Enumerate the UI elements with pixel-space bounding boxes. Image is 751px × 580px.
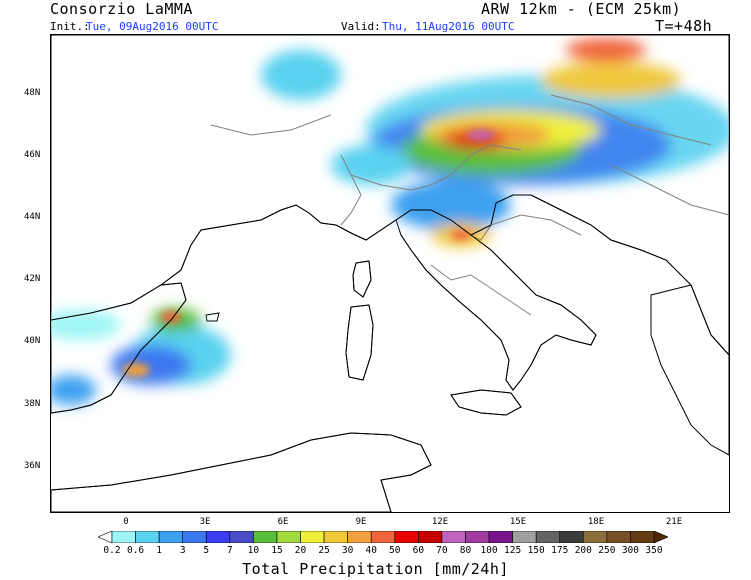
colorbar-level-label: 3 — [179, 545, 186, 556]
precipitation-peaks — [122, 130, 495, 377]
colorbar-level-label: 350 — [645, 545, 663, 556]
colorbar-level-label: 40 — [365, 545, 377, 556]
lon-label: 21E — [665, 517, 683, 527]
colorbar-level-label: 20 — [294, 545, 307, 556]
colorbar-segment — [394, 531, 419, 543]
lat-label: 42N — [24, 274, 41, 284]
init-label: Init.: — [50, 20, 90, 33]
borders — [210, 94, 729, 316]
colorbar-level-label: 0.6 — [126, 545, 145, 556]
lon-label: 9E — [355, 517, 367, 527]
colorbar-level-label: 0.2 — [103, 545, 121, 556]
colorbar-segment — [512, 531, 537, 543]
colorbar-segment — [158, 531, 183, 543]
colorbar-segment — [205, 531, 231, 543]
lead-time: T=+48h — [655, 17, 713, 35]
colorbar-level-label: 300 — [621, 545, 640, 556]
colorbar-arrow-low — [98, 531, 113, 543]
colorbar-level-label: 1 — [156, 545, 162, 556]
map-canvas — [51, 35, 729, 512]
colorbar-level-label: 250 — [598, 545, 616, 556]
init-time: Tue, 09Aug2016 00UTC — [86, 20, 219, 33]
lat-label: 46N — [24, 150, 41, 160]
colorbar — [98, 531, 668, 543]
lat-label: 36N — [24, 461, 41, 471]
colorbar-level-label: 5 — [203, 545, 210, 556]
colorbar-segment — [111, 531, 136, 543]
colorbar-title: Total Precipitation [mm/24h] — [242, 560, 509, 578]
colorbar-segment — [135, 531, 160, 543]
colorbar-segment — [253, 531, 278, 543]
colorbar-level-label: 150 — [527, 545, 545, 556]
colorbar-arrow-high — [653, 531, 668, 543]
colorbar-segment — [182, 531, 207, 543]
colorbar-level-label: 7 — [226, 545, 233, 556]
colorbar-segment — [535, 531, 561, 543]
colorbar-segment — [465, 531, 490, 543]
colorbar-level-label: 175 — [551, 545, 569, 556]
precipitation-map — [50, 34, 730, 513]
colorbar-segment — [370, 531, 396, 543]
colorbar-level-label: 60 — [412, 545, 425, 556]
precipitation-field — [51, 38, 729, 405]
colorbar-segment — [630, 531, 655, 543]
colorbar-level-label: 25 — [318, 545, 330, 556]
coastlines — [51, 194, 729, 512]
colorbar-segment — [323, 531, 348, 543]
colorbar-segment — [559, 531, 584, 543]
lon-label: 18E — [587, 517, 605, 527]
colorbar-level-label: 15 — [271, 545, 283, 556]
lat-label: 38N — [24, 399, 41, 409]
colorbar-segment — [418, 531, 443, 543]
colorbar-level-label: 50 — [389, 545, 401, 556]
organization-title: Consorzio LaMMA — [50, 0, 193, 18]
colorbar-segment — [229, 531, 254, 543]
model-title: ARW 12km - (ECM 25km) — [481, 0, 682, 18]
lon-label: 6E — [277, 517, 289, 527]
colorbar-level-label: 200 — [574, 545, 592, 556]
lon-label: 0 — [123, 517, 129, 527]
colorbar-level-label: 100 — [480, 545, 498, 556]
colorbar-segment — [276, 531, 301, 543]
colorbar-segment — [300, 531, 325, 543]
lon-label: 3E — [199, 517, 211, 527]
lat-label: 40N — [24, 336, 41, 346]
lon-label: 15E — [509, 517, 527, 527]
colorbar-segment — [583, 531, 608, 543]
lat-label: 44N — [24, 212, 41, 222]
colorbar-level-label: 80 — [459, 545, 472, 556]
colorbar-segment — [606, 531, 631, 543]
colorbar-level-label: 10 — [247, 545, 260, 556]
colorbar-segment — [441, 531, 466, 543]
colorbar-level-label: 30 — [341, 545, 354, 556]
colorbar-segment — [488, 531, 513, 543]
valid-time: Thu, 11Aug2016 00UTC — [382, 20, 515, 33]
lat-label: 48N — [24, 88, 41, 98]
colorbar-level-label: 125 — [504, 545, 522, 556]
lon-label: 12E — [431, 517, 449, 527]
colorbar-segment — [347, 531, 372, 543]
colorbar-level-label: 70 — [436, 545, 448, 556]
valid-label: Valid: — [341, 20, 381, 33]
